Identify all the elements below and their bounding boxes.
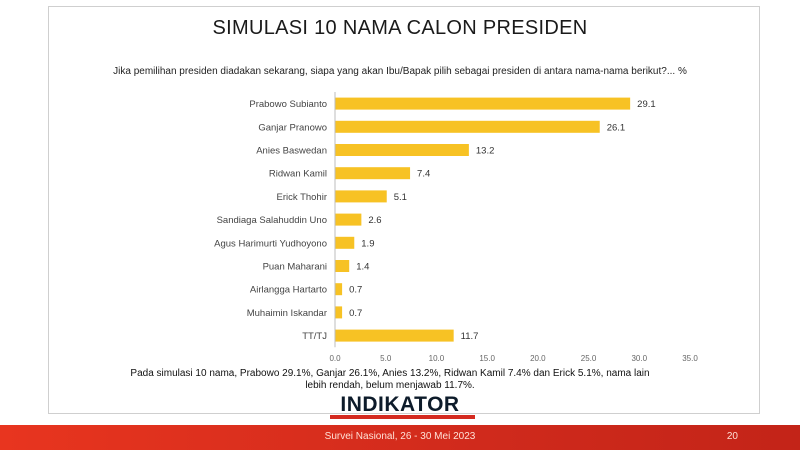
bar [335,306,343,319]
category-label: Anies Baswedan [256,146,327,157]
x-tick-labels: 0.0 5.0 10.0 15.0 20.0 25.0 30.0 35.0 [329,354,698,363]
bar [335,329,454,342]
category-label: Puan Maharani [263,262,327,273]
value-label: 2.6 [368,215,381,226]
logo-text: INDIKATOR [340,393,460,416]
category-label: Prabowo Subianto [249,99,327,110]
footer-bar: Survei Nasional, 26 - 30 Mei 2023 20 [0,425,800,450]
category-label: Ridwan Kamil [269,169,327,180]
bar [335,167,411,180]
survey-period: Survei Nasional, 26 - 30 Mei 2023 [324,431,476,442]
bar [335,144,469,156]
value-label: 5.1 [394,192,407,203]
category-label: Sandiaga Salahuddin Uno [217,215,327,226]
x-tick-label: 20.0 [530,354,546,363]
x-tick-label: 10.0 [429,354,445,363]
value-label: 0.7 [349,285,362,296]
category-label: Airlangga Hartarto [250,285,327,296]
x-tick-label: 15.0 [479,354,495,363]
bars [335,97,631,342]
bar [335,213,362,226]
value-label: 26.1 [607,122,626,133]
bar [335,260,350,272]
bar [335,120,600,133]
value-label: 1.9 [361,238,374,249]
value-label: 11.7 [461,331,479,342]
value-label: 7.4 [417,169,430,180]
value-labels: 29.1 26.1 13.2 7.4 5.1 2.6 1.9 1.4 0.7 0.7 11.7 [349,99,656,342]
survey-question: Jika pemilihan presiden diadakan sekaran… [113,66,687,77]
bar [335,97,631,110]
value-label: 1.4 [356,262,369,273]
page-number: 20 [726,431,738,442]
value-label: 0.7 [349,308,362,319]
category-label: Muhaimin Iskandar [247,308,327,319]
slide-title: SIMULASI 10 NAMA CALON PRESIDEN [212,17,588,39]
value-label: 29.1 [637,99,656,110]
indikator-logo: INDIKATOR [0,393,800,417]
x-tick-label: 25.0 [581,354,597,363]
category-label: Erick Thohir [276,192,327,203]
x-tick-label: 35.0 [682,354,698,363]
category-label: TT/TJ [302,331,327,342]
category-label: Agus Harimurti Yudhoyono [214,238,327,249]
x-tick-label: 5.0 [380,354,392,363]
logo-underline [330,415,475,419]
bar [335,190,387,203]
category-labels: Prabowo Subianto Ganjar Pranowo Anies Basw… [214,99,327,342]
value-label: 13.2 [476,146,495,157]
slide-frame [48,6,760,414]
x-tick-label: 30.0 [631,354,647,363]
x-tick-label: 0.0 [329,354,341,363]
bar [335,236,355,249]
category-label: Ganjar Pranowo [258,122,327,133]
bar [335,283,343,296]
summary-note: Pada simulasi 10 nama, Prabowo 29.1%, Ga… [130,368,650,391]
